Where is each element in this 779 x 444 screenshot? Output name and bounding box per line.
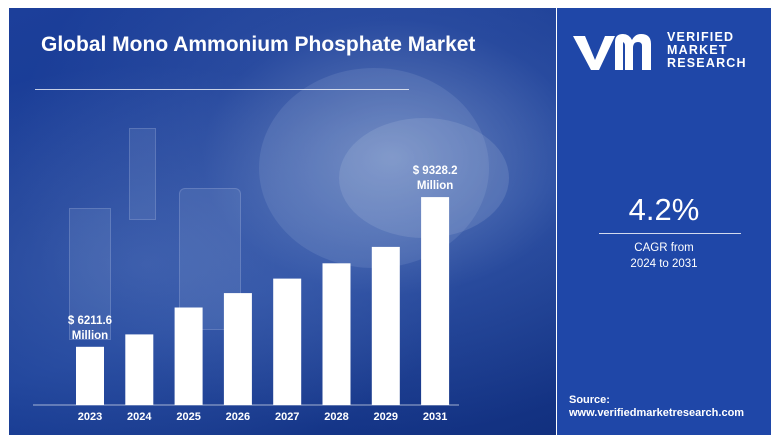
brand-line-1: VERIFIED	[667, 30, 735, 44]
bar-group	[76, 197, 450, 405]
brand-name: VERIFIED MARKET RESEARCH	[667, 31, 747, 70]
brand-logo: VERIFIED MARKET RESEARCH	[571, 30, 766, 80]
x-tick-labels: 2023 2024 2025 2026 2027 2028 2029 2031	[78, 411, 448, 423]
cagr-label: CAGR from 2024 to 2031	[557, 240, 771, 272]
x-tick-label-2023: 2023	[78, 411, 102, 423]
bar-chart: 2023 2024 2025 2026 2027 2028 2029 2031 $ 6211.…	[33, 165, 459, 423]
bar-2023	[76, 346, 104, 405]
chart-panel: Global Mono Ammonium Phosphate Market 20…	[9, 8, 556, 435]
data-labels: $ 6211.6 Million $ 9328.2 Million	[68, 165, 458, 342]
source-label: Source:	[569, 394, 610, 406]
bar-2029	[371, 246, 400, 405]
cagr-label-line-1: CAGR from	[634, 242, 694, 254]
bar-2028	[322, 263, 351, 405]
background-bottle-shape	[129, 128, 156, 220]
title-divider	[35, 89, 409, 90]
bar-2027	[273, 278, 302, 405]
x-tick-label-2029: 2029	[374, 411, 398, 423]
x-tick-label-2025: 2025	[176, 411, 200, 423]
background-blur-shape	[259, 68, 489, 268]
page-title: Global Mono Ammonium Phosphate Market	[41, 33, 476, 56]
x-tick-label-2024: 2024	[127, 411, 152, 423]
data-label-2031-line-2: Million	[417, 180, 453, 192]
x-tick-label-2027: 2027	[275, 411, 299, 423]
data-label-2023-line-1: $ 6211.6	[68, 315, 112, 327]
x-tick-label-2026: 2026	[226, 411, 250, 423]
x-tick-label-2028: 2028	[324, 411, 348, 423]
vmr-logo-icon	[573, 34, 651, 70]
brand-line-2: MARKET	[667, 43, 728, 57]
bar-2024	[125, 334, 154, 405]
cagr-value: 4.2%	[628, 192, 700, 227]
info-panel: VERIFIED MARKET RESEARCH 4.2% CAGR from …	[557, 8, 771, 435]
bar-2031	[421, 197, 450, 405]
data-label-2023-line-2: Million	[72, 330, 108, 342]
source-link[interactable]: www.verifiedmarketresearch.com	[569, 407, 745, 419]
bar-2025	[174, 307, 203, 405]
brand-line-3: RESEARCH	[667, 56, 747, 70]
cagr-label-line-2: 2024 to 2031	[630, 258, 698, 270]
x-tick-label-2031: 2031	[423, 411, 447, 423]
background-bottle-shape	[69, 208, 111, 340]
data-label-2031-line-1: $ 9328.2	[413, 165, 458, 177]
cagr-divider	[599, 233, 741, 234]
bar-2026	[223, 293, 252, 405]
